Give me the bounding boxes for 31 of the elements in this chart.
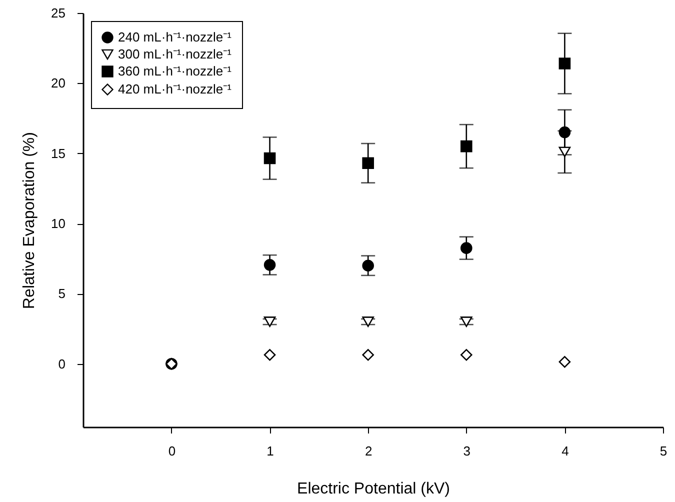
point (558, 356, 571, 368)
x-tick-label: 2 (364, 444, 372, 458)
legend-label: 300 mL·h⁻¹·nozzle⁻¹ (118, 46, 232, 62)
x-tick-label: 3 (463, 444, 471, 458)
y-tick-label: 25 (51, 6, 66, 20)
x-tick-label: 4 (562, 444, 569, 458)
point (558, 58, 571, 70)
point (460, 242, 472, 254)
point (264, 152, 276, 164)
y-tick-label: 15 (51, 146, 66, 161)
x-tick-label: 0 (168, 444, 176, 458)
point (264, 259, 276, 271)
x-tick-label: 5 (660, 444, 668, 458)
x-axis-title: Electric Potential (kV) (297, 480, 450, 498)
y-tick-label: 0 (58, 356, 66, 372)
y-tick-label: 5 (58, 286, 66, 302)
point (264, 348, 276, 361)
point (362, 260, 374, 272)
point (362, 157, 374, 170)
legend-label: 420 mL·h⁻¹·nozzle⁻¹ (118, 82, 232, 96)
point (558, 146, 571, 158)
point (460, 348, 472, 361)
legend-label: 240 mL·h⁻¹·nozzle⁻¹ (118, 30, 232, 44)
y-axis-title: Relative Evaporation (%) (21, 132, 38, 309)
point (362, 348, 374, 361)
legend-label: 360 mL·h⁻¹·nozzle⁻¹ (118, 64, 232, 78)
x-tick-label: 1 (266, 444, 274, 458)
y-tick-label: 10 (51, 216, 66, 232)
point (558, 126, 571, 138)
y-tick-label: 20 (51, 76, 66, 91)
point (460, 140, 472, 152)
